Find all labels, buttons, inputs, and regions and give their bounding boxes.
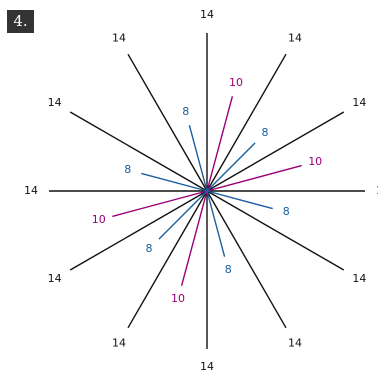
ray-long (127, 53, 208, 192)
ray-label: 14 (48, 96, 62, 109)
ray-short (206, 142, 256, 192)
ray-label: 8 (262, 126, 269, 139)
ray-short (206, 190, 226, 257)
ray-label: 14 (200, 360, 214, 371)
ray-short (206, 190, 273, 210)
ray-medium (112, 190, 208, 218)
problem-number: 4. (7, 10, 34, 33)
ray-label: 8 (283, 205, 290, 218)
ray-label: 14 (288, 336, 302, 349)
ray-label: 10 (229, 76, 243, 89)
ray-label: 14 (24, 184, 38, 197)
ray-label: 14 (352, 96, 366, 109)
ray-label: 14 (200, 8, 214, 21)
ray-short (158, 190, 208, 240)
ray-label: 14 (112, 32, 126, 45)
ray-label: 14 (48, 272, 62, 285)
ray-label: 14 (352, 272, 366, 285)
ray-medium (206, 96, 234, 192)
ray-medium (180, 190, 208, 286)
ray-long (69, 111, 208, 192)
ray-long (127, 190, 208, 329)
ray-label: 10 (92, 213, 106, 226)
ray-label: 14 (376, 184, 378, 197)
ray-medium (206, 164, 302, 192)
ray-label: 14 (288, 32, 302, 45)
ray-short (188, 125, 208, 192)
ray-long (206, 111, 345, 192)
ray-long (206, 190, 345, 271)
ray-label: 8 (146, 242, 153, 255)
ray-label: 14 (112, 336, 126, 349)
ray-label: 8 (182, 105, 189, 118)
ray-label: 10 (308, 155, 322, 168)
ray-long (69, 190, 208, 271)
ray-short (141, 172, 208, 192)
ray-label: 8 (124, 163, 131, 176)
ray-label: 8 (225, 263, 232, 276)
ray-long (206, 53, 287, 192)
ray-long (206, 190, 287, 329)
ray-label: 10 (171, 292, 185, 305)
